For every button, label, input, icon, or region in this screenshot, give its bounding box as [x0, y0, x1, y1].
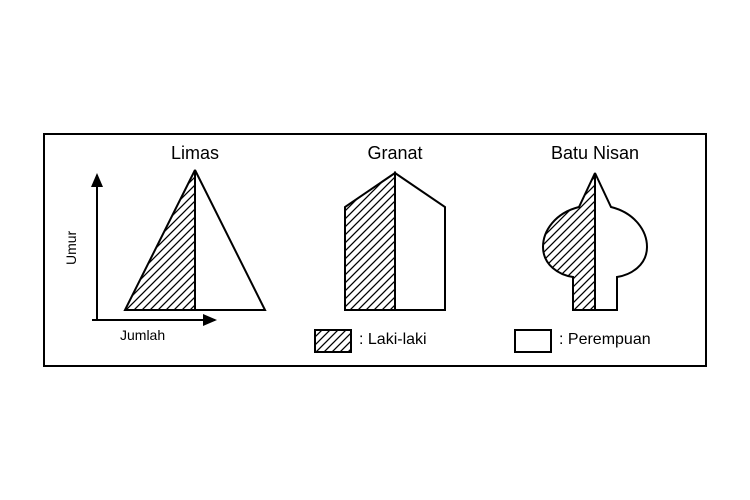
legend-male-swatch [315, 330, 351, 352]
diagram-frame: Limas Granat Batu Nisan [43, 133, 707, 367]
batunisan-shape [543, 173, 647, 310]
y-axis-label: Umur [63, 231, 79, 265]
granat-shape [345, 173, 445, 310]
legend-female-label: : Perempuan [559, 331, 651, 349]
limas-shape [125, 170, 265, 310]
legend-female-swatch [515, 330, 551, 352]
x-axis-label: Jumlah [120, 327, 165, 343]
legend-male-label: : Laki-laki [359, 331, 427, 349]
